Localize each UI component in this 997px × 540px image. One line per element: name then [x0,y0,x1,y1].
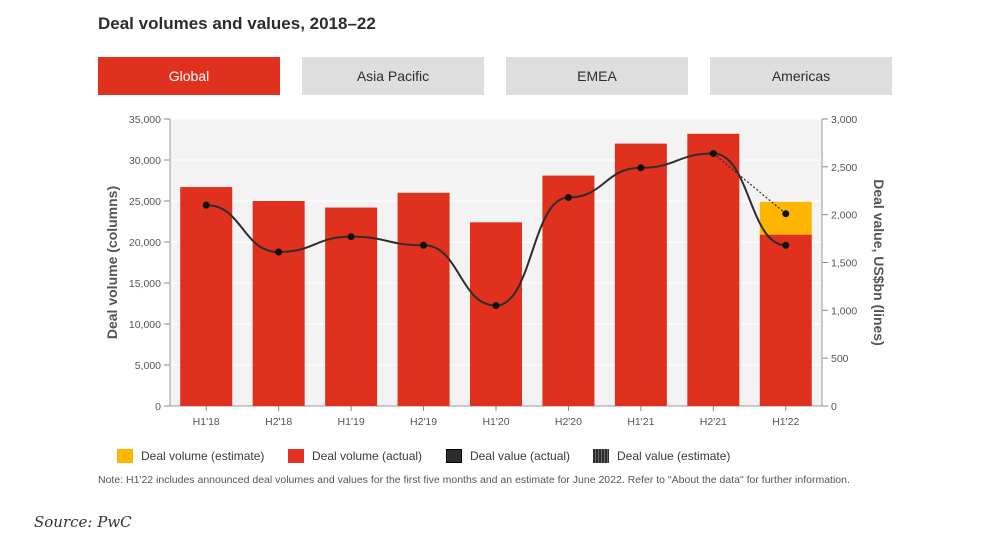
bar-deal-volume-actual [687,133,740,406]
legend-label: Deal volume (actual) [312,449,423,463]
legend-swatch-volume-actual [288,449,304,463]
legend-swatch-value-actual [446,449,462,463]
region-tabs: Global Asia Pacific EMEA Americas [98,57,892,95]
y2-axis-label: Deal value, US$bn (lines) [871,179,887,346]
y-tick-label: 15,000 [129,278,161,290]
y2-tick-label: 2,000 [831,210,857,222]
legend-label: Deal value (actual) [470,449,571,463]
bar-deal-volume-actual [470,222,522,406]
y-tick-label: 10,000 [129,319,161,331]
point-deal-value-actual [782,241,790,249]
y-tick-label: 25,000 [129,196,161,208]
source-credit: Source: PwC [34,513,132,531]
x-tick-label: H1'21 [627,416,654,428]
x-tick-label: H1'22 [772,416,799,428]
legend-label: Deal value (estimate) [617,449,731,463]
bar-deal-volume-actual [614,143,667,406]
tab-asia-pacific[interactable]: Asia Pacific [302,57,484,95]
y-axis-label: Deal volume (columns) [104,186,120,339]
legend-label: Deal volume (estimate) [141,449,265,463]
bar-deal-volume-actual [325,207,378,406]
legend-swatch-volume-estimate [117,449,133,463]
point-deal-value-actual [420,241,428,249]
y2-tick-label: 3,000 [831,114,857,126]
x-tick-label: H1'18 [193,416,220,428]
chart-note: Note: H1'22 includes announced deal volu… [98,474,850,486]
y-tick-label: 30,000 [129,155,161,167]
chart-title: Deal volumes and values, 2018–22 [98,14,376,33]
point-deal-value-actual [492,302,500,310]
bar-deal-volume-estimate [759,201,812,235]
tab-global[interactable]: Global [98,57,280,95]
point-deal-value-actual [275,248,283,256]
x-tick-label: H2'18 [265,416,292,428]
legend-swatch-value-estimate [593,449,609,463]
y2-tick-label: 1,000 [831,305,857,317]
y2-tick-label: 2,500 [831,162,857,174]
y2-tick-label: 0 [831,401,837,413]
point-deal-value-actual [564,193,572,201]
line-deal-value-actual [206,152,786,307]
y-tick-label: 0 [155,401,161,413]
x-tick-label: H1'20 [482,416,509,428]
y2-tick-label: 1,500 [831,258,857,270]
point-deal-value-actual [347,233,355,241]
bar-deal-volume-actual [397,192,450,406]
point-deal-value-actual [202,201,210,209]
point-deal-value-actual [709,149,717,157]
y-tick-label: 20,000 [129,237,161,249]
y2-tick-label: 500 [831,353,849,365]
deal-chart: 0 5,000 10,000 15,000 20,000 25,000 30,000 35,0… [104,114,887,428]
bar-deal-volume-actual [180,187,233,406]
x-tick-label: H1'19 [338,416,365,428]
y-tick-label: 5,000 [135,360,161,372]
point-deal-value-actual [637,164,645,172]
tab-emea[interactable]: EMEA [506,57,688,95]
point-deal-value-estimate [782,210,790,218]
bar-deal-volume-actual [542,175,595,406]
x-tick-label: H2'20 [555,416,582,428]
y-tick-label: 35,000 [129,114,161,126]
tab-americas[interactable]: Americas [710,57,892,95]
x-tick-label: H2'21 [700,416,727,428]
bar-deal-volume-actual [252,201,305,406]
bar-deal-volume-actual [759,234,812,406]
x-tick-label: H2'19 [410,416,437,428]
